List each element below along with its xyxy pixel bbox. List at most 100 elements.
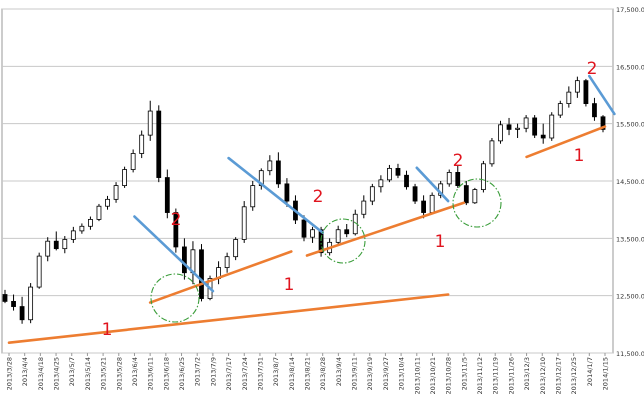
candle-body — [147, 110, 153, 136]
x-tick-label: 2013/8/21 — [304, 357, 312, 390]
candle-body — [489, 140, 495, 165]
candle-body — [421, 200, 427, 213]
x-tick-label: 2013/5/21 — [100, 357, 108, 390]
x-tick-label: 2013/10/28 — [445, 357, 453, 394]
candle-body — [472, 189, 478, 204]
candle-body — [79, 225, 85, 232]
candles — [2, 76, 606, 324]
x-tick-label: 2014/1/15 — [602, 357, 610, 390]
candle-body — [88, 219, 93, 227]
x-tick-label: 2013/12/3 — [523, 357, 531, 390]
candle-body — [62, 239, 68, 250]
x-tick-label: 2013/6/18 — [162, 357, 170, 390]
wave-label: 2 — [313, 187, 324, 207]
candle-body — [233, 239, 239, 258]
support-trendline — [7, 293, 450, 344]
y-axis-ticks: 17,500.00 16,500.00 15,500.00 14,500.00 13,5… — [616, 6, 644, 358]
candle-body — [600, 116, 606, 130]
highlight-circle — [150, 273, 200, 323]
candle-body — [181, 246, 187, 274]
x-tick-label: 2013/10/4 — [398, 357, 406, 390]
x-tick-label: 2013/9/4 — [335, 357, 343, 386]
x-tick-label: 2013/5/7 — [68, 357, 76, 386]
y-tick-label: 11,500.00 — [616, 350, 644, 358]
x-tick-label: 2013/5/14 — [84, 357, 92, 390]
y-tick-label: 13,500.00 — [616, 235, 644, 243]
wave-annotations: 1 2 1 2 1 2 1 2 — [102, 59, 598, 340]
candle-body — [250, 185, 256, 208]
candle-body — [2, 294, 8, 302]
x-tick-label: 2013/7/31 — [256, 357, 264, 390]
candle-body — [515, 127, 520, 130]
candle-body — [404, 174, 409, 188]
candle-body — [335, 229, 341, 243]
x-tick-label: 2013/8/14 — [288, 357, 296, 390]
x-tick-label: 2013/7/9 — [209, 357, 217, 386]
x-tick-label: 2013/4/4 — [21, 357, 29, 386]
candle-body — [583, 80, 589, 104]
x-tick-label: 2013/11/19 — [492, 357, 500, 394]
x-tick-label: 2013/10/21 — [429, 357, 437, 394]
candle-body — [523, 117, 529, 129]
x-tick-label: 2013/12/25 — [570, 357, 578, 394]
x-tick-label: 2013/8/7 — [272, 357, 280, 386]
candle-body — [557, 103, 563, 116]
x-tick-label: 2013/7/24 — [241, 357, 249, 390]
candle-body — [506, 124, 512, 130]
wave-label: 1 — [102, 320, 113, 340]
candle-body — [395, 167, 401, 176]
highlight-circle — [452, 178, 502, 228]
candle-body — [498, 124, 503, 142]
x-tick-label: 2014/1/7 — [586, 357, 594, 386]
x-tick-label: 2013/12/17 — [554, 357, 562, 394]
candle-body — [11, 300, 16, 307]
candle-body — [164, 177, 170, 213]
candle-body — [70, 230, 76, 240]
x-tick-label: 2013/7/2 — [194, 357, 202, 386]
y-tick-label: 14,500.00 — [616, 178, 644, 186]
candle-body — [429, 194, 435, 213]
x-tick-label: 2013/11/5 — [460, 357, 468, 390]
candle-body — [301, 219, 307, 238]
candle-body — [122, 169, 127, 186]
candle-body — [156, 110, 162, 178]
candle-body — [45, 240, 51, 257]
x-tick-label: 2013/4/18 — [37, 357, 45, 390]
wave-label: 2 — [587, 59, 598, 79]
x-axis-ticks: 2013/3/28 2013/4/4 2013/4/18 2013/4/25 2013/… — [6, 353, 610, 394]
x-tick-label: 2013/8/28 — [319, 357, 327, 390]
x-tick-label: 2013/12/10 — [539, 357, 547, 394]
x-tick-label: 2013/11/26 — [507, 357, 515, 394]
candle-body — [592, 103, 597, 118]
resistance-trendline — [227, 156, 324, 234]
x-tick-label: 2013/6/25 — [178, 357, 186, 390]
x-tick-label: 2013/3/28 — [6, 357, 14, 390]
trendlines — [7, 74, 616, 344]
y-tick-label: 17,500.00 — [616, 6, 644, 14]
candle-body — [566, 91, 572, 104]
x-tick-label: 2013/7/17 — [225, 357, 233, 390]
candle-body — [199, 249, 204, 299]
candle-body — [96, 205, 102, 220]
candle-body — [139, 134, 145, 154]
support-trendline — [148, 250, 293, 304]
candle-body — [378, 179, 384, 188]
candle-body — [241, 206, 247, 240]
candle-body — [105, 198, 110, 207]
x-tick-label: 2013/6/4 — [131, 357, 139, 386]
candle-body — [113, 185, 119, 200]
highlight-circles — [150, 178, 502, 323]
candle-body — [28, 286, 34, 321]
candle-body — [463, 185, 469, 204]
wave-label: 2 — [171, 210, 182, 230]
x-tick-label: 2013/6/11 — [147, 357, 155, 390]
candle-body — [284, 183, 290, 202]
x-tick-label: 2013/10/11 — [413, 357, 421, 394]
candle-body — [267, 160, 273, 172]
candle-body — [361, 200, 367, 215]
y-tick-label: 15,500.00 — [616, 121, 644, 129]
resistance-trendline — [588, 74, 616, 116]
candle-body — [19, 306, 25, 321]
